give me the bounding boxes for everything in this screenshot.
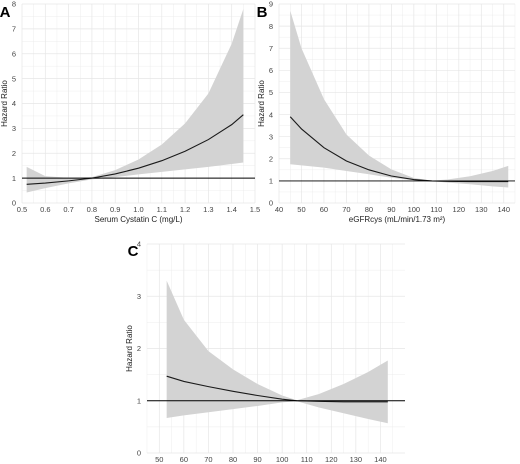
x-tick-label: 120 [453, 205, 466, 214]
x-tick-label: 1.4 [226, 205, 236, 214]
y-tick-label: 4 [269, 110, 273, 119]
y-tick-label: 2 [269, 154, 273, 163]
y-tick-label: 3 [269, 132, 273, 141]
x-tick-label: 1.3 [203, 205, 213, 214]
x-tick-label: 0.5 [17, 205, 27, 214]
y-tick-label: 0 [269, 199, 273, 208]
x-tick-label: 90 [387, 205, 395, 214]
x-tick-label: 140 [498, 205, 511, 214]
y-tick-label: 2 [12, 149, 16, 158]
hazard-ratio-line [289, 116, 509, 183]
y-tick-label: 1 [12, 174, 16, 183]
x-tick-label: 120 [325, 455, 338, 464]
x-tick-label: 0.6 [40, 205, 50, 214]
x-tick-label: 0.7 [63, 205, 73, 214]
y-tick-label: 0 [12, 199, 16, 208]
x-tick-label: 70 [342, 205, 350, 214]
x-tick-label: 140 [374, 455, 387, 464]
y-axis-label: Hazard Ratio [257, 80, 266, 127]
confidence-band [290, 10, 509, 188]
y-tick-label: 1 [137, 396, 141, 405]
x-tick-label: 50 [155, 455, 163, 464]
x-tick-label: 130 [475, 205, 488, 214]
y-tick-label: 4 [12, 99, 16, 108]
x-tick-label: 60 [320, 205, 328, 214]
x-tick-label: 100 [276, 455, 289, 464]
x-tick-label: 40 [275, 205, 283, 214]
x-axis-label: Serum Cystatin C (mg/L) [94, 215, 182, 224]
x-tick-label: 90 [253, 455, 261, 464]
x-tick-label: 110 [301, 455, 313, 464]
panel-b: 40 50 60 70 80 90 100 110 120 130 140 0 1 2 3 4 5 6 7 8 9 eGF… [257, 0, 516, 224]
panel-letter: C [128, 243, 139, 260]
y-tick-label: 6 [12, 49, 16, 58]
x-tick-label: 0.9 [110, 205, 120, 214]
y-tick-label: 0 [137, 449, 141, 458]
panel-c: 506070809010011012013014001234eGFRcr (mL… [125, 240, 405, 464]
x-axis-label: eGFRcys (mL/min/1.73 m²) [349, 215, 446, 224]
y-tick-label: 7 [12, 25, 16, 34]
x-tick-label: 1.0 [133, 205, 143, 214]
y-tick-label: 1 [269, 177, 273, 186]
y-tick-label: 3 [12, 124, 16, 133]
panel-a: 0.5 0.6 0.7 0.8 0.9 1.0 1.1 1.2 1.3 1.4 1.5 0 1 2 3 4 5 6… [0, 0, 260, 224]
confidence-band [26, 8, 244, 193]
x-tick-label: 80 [229, 455, 237, 464]
hazard-ratio-line [166, 375, 388, 403]
x-tick-label: 110 [430, 205, 442, 214]
x-tick-label: 130 [350, 455, 363, 464]
y-tick-label: 5 [269, 88, 273, 97]
y-tick-label: 2 [137, 344, 141, 353]
hazard-ratio-line [26, 114, 244, 185]
x-tick-label: 100 [408, 205, 421, 214]
x-tick-label: 50 [297, 205, 305, 214]
x-tick-label: 1.5 [250, 205, 260, 214]
confidence-band [166, 280, 388, 424]
y-tick-label: 4 [137, 240, 141, 249]
x-tick-label: 80 [365, 205, 373, 214]
y-axis-label: Hazard Ratio [0, 80, 9, 127]
y-tick-label: 9 [269, 0, 273, 9]
y-tick-label: 8 [269, 22, 273, 31]
panel-letter: B [257, 4, 268, 21]
y-tick-label: 5 [12, 74, 16, 83]
x-tick-label: 1.2 [180, 205, 190, 214]
x-tick-label: 60 [180, 455, 188, 464]
panel-letter: A [0, 4, 11, 21]
y-tick-label: 6 [269, 66, 273, 75]
y-tick-label: 3 [137, 292, 141, 301]
y-tick-label: 7 [269, 44, 273, 53]
y-axis-label: Hazard Ratio [125, 325, 134, 372]
x-tick-label: 0.8 [87, 205, 97, 214]
x-tick-label: 70 [204, 455, 212, 464]
x-tick-label: 1.1 [157, 205, 167, 214]
y-tick-label: 8 [12, 0, 16, 9]
